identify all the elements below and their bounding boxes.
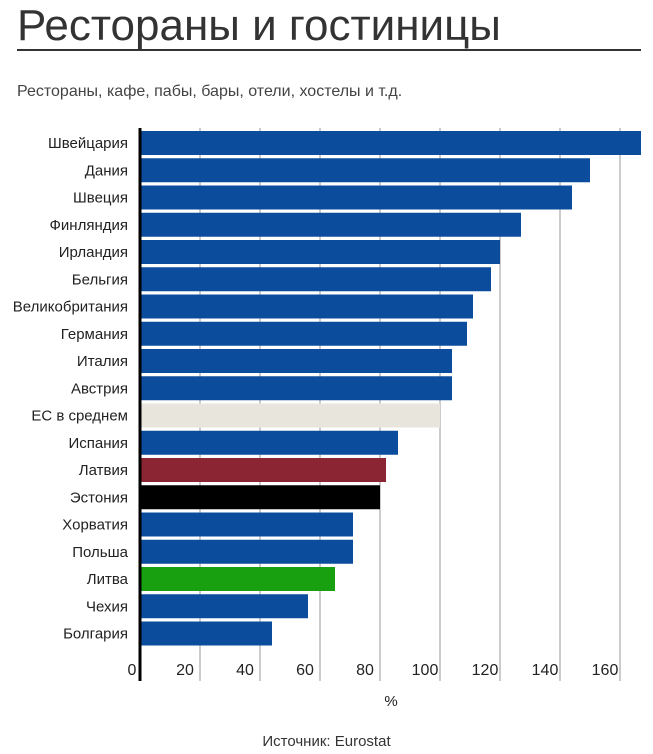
bar — [140, 212, 521, 237]
bar — [140, 294, 473, 319]
category-label: Швеция — [73, 190, 128, 207]
category-label: ЕС в среднем — [31, 408, 128, 425]
x-tick-label: 160 — [592, 662, 619, 679]
category-label: Латвия — [79, 462, 128, 479]
bar — [140, 185, 572, 210]
x-tick-label: 100 — [412, 662, 439, 679]
category-label: Болгария — [63, 626, 128, 643]
category-label: Австрия — [71, 380, 128, 397]
category-label: Италия — [77, 353, 128, 370]
category-label: Испания — [68, 435, 128, 452]
bar — [140, 376, 452, 401]
x-tick-label: 120 — [472, 662, 499, 679]
x-tick-label: 20 — [176, 662, 194, 679]
chart-title: Рестораны и гостиницы — [17, 1, 501, 50]
x-tick-labels: 0 20 40 60 80 100 120 140 160 — [128, 662, 619, 679]
source-note: Источник: Eurostat — [262, 733, 391, 750]
title-underline — [17, 49, 641, 51]
bar — [140, 512, 353, 537]
bar — [140, 131, 641, 155]
category-label: Бельгия — [72, 271, 128, 288]
category-label: Эстония — [70, 489, 128, 506]
category-label: Хорватия — [62, 517, 128, 534]
x-tick-label: 60 — [296, 662, 314, 679]
bars — [140, 131, 641, 646]
x-tick-label: 0 — [128, 662, 137, 679]
bar — [140, 158, 590, 183]
bar — [140, 539, 353, 564]
category-label: Германия — [61, 326, 128, 343]
bar — [140, 403, 440, 428]
category-label: Ирландия — [59, 244, 128, 261]
bar — [140, 567, 335, 591]
bar — [140, 430, 398, 455]
category-labels: Швейцария Дания Швеция Финляндия Ирландия Бел… — [13, 135, 129, 643]
category-label: Литва — [87, 571, 129, 588]
bar — [140, 594, 308, 619]
category-label: Чехия — [86, 598, 128, 615]
x-tick-label: 40 — [236, 662, 254, 679]
bar — [140, 621, 272, 646]
category-label: Дания — [85, 162, 128, 179]
x-tick-label: 140 — [532, 662, 559, 679]
x-tick-label: 80 — [356, 662, 374, 679]
bar — [140, 485, 380, 510]
chart-subtitle: Рестораны, кафе, пабы, бары, отели, хост… — [17, 83, 403, 100]
bar — [140, 349, 452, 373]
bar — [140, 321, 467, 346]
bar — [140, 240, 500, 264]
bar — [140, 267, 491, 292]
x-axis-label: % — [384, 693, 397, 710]
category-label: Великобритания — [13, 299, 128, 316]
bar — [140, 458, 386, 482]
category-label: Польша — [72, 544, 128, 561]
category-label: Швейцария — [48, 135, 128, 152]
category-label: Финляндия — [50, 217, 128, 234]
